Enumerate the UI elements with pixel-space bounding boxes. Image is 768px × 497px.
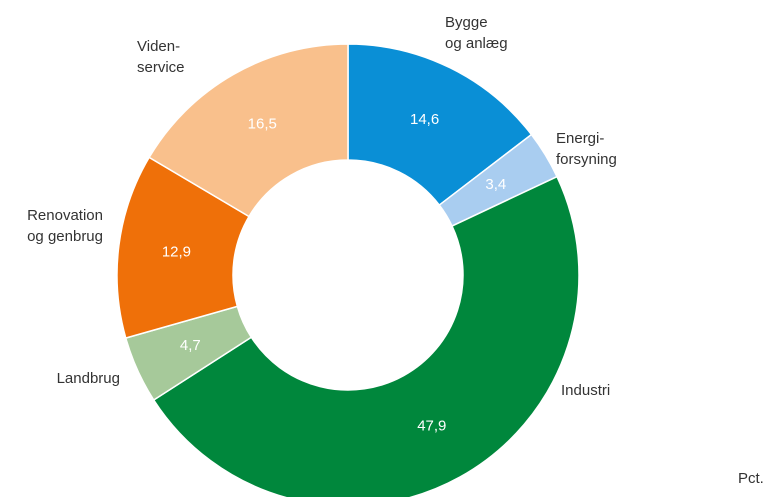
data-label: 14,6 [410, 111, 439, 128]
data-label: 16,5 [248, 116, 277, 133]
category-label: Renovation og genbrug [27, 207, 103, 245]
data-label: 12,9 [162, 244, 191, 261]
data-label: 4,7 [180, 337, 201, 354]
category-label: Energi- forsyning [556, 130, 617, 168]
category-label: Bygge og anlæg [445, 14, 508, 52]
slice [152, 175, 580, 497]
category-label: Viden- service [137, 38, 185, 76]
data-label: 3,4 [485, 176, 506, 193]
data-label: 47,9 [417, 417, 446, 434]
category-label: Landbrug [56, 370, 120, 387]
slice [347, 43, 533, 207]
slice [148, 43, 349, 218]
unit-note: Pct. [738, 470, 764, 487]
category-label: Industri [561, 382, 611, 399]
